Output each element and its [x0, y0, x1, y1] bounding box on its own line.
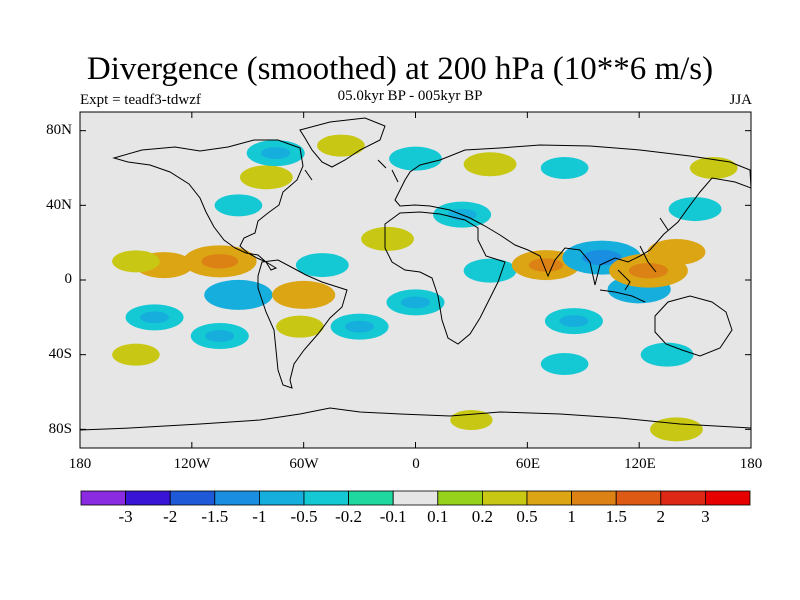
chart-title: Divergence (smoothed) at 200 hPa (10**6 … [86, 51, 714, 87]
coast-south-america [257, 259, 348, 389]
coast-greenland [299, 117, 386, 168]
lon-label-60w: 60W [289, 456, 319, 472]
divergence-patch-31 [540, 157, 589, 179]
colorbar-swatch-4 [214, 490, 260, 506]
divergence-field [112, 134, 738, 442]
period-label: 05.0kyr BP - 005kyr BP [337, 88, 483, 104]
divergence-patch-15 [463, 258, 517, 283]
lat-label-equator: 0 [64, 271, 73, 287]
colorbar-swatch-7 [348, 490, 394, 506]
coast-eurasia [394, 144, 751, 286]
divergence-patch-24 [640, 342, 694, 367]
colorbar-label: 3 [701, 507, 710, 526]
divergence-core-17 [559, 315, 589, 327]
colorbar-label: -0.1 [379, 507, 407, 526]
experiment-label: Expt = teadf3-tdwzf [80, 92, 201, 108]
colorbar-label: -1.5 [201, 507, 229, 526]
lon-label-120e: 120E [624, 456, 656, 472]
colorbar-swatch-10 [481, 490, 528, 506]
divergence-patch-10 [295, 253, 349, 278]
coast-africa [384, 211, 506, 345]
colorbar-label: 1 [567, 507, 576, 526]
colorbar-label: 0.1 [427, 507, 449, 526]
colorbar-label: 0.2 [471, 507, 494, 526]
divergence-core-8 [287, 288, 320, 302]
divergence-patch-25 [214, 194, 263, 217]
divergence-patch-7 [112, 343, 160, 366]
divergence-patch-28 [317, 134, 365, 157]
lat-label-40n: 40N [46, 197, 72, 213]
colorbar-swatch-13 [615, 490, 662, 506]
divergence-patch-23 [668, 197, 722, 222]
coast-islands [304, 159, 669, 303]
season-label: JJA [729, 92, 752, 108]
coast-antarctica [80, 407, 751, 431]
colorbar-swatch-1 [80, 490, 126, 506]
divergence-patch-26 [239, 165, 293, 190]
lat-label-40s: 40S [48, 346, 72, 362]
colorbar-label: 0.5 [516, 507, 538, 526]
colorbar-swatch-12 [571, 490, 617, 506]
divergence-core-19 [582, 249, 622, 266]
divergence-core-27 [261, 147, 291, 159]
lon-label-120w: 120W [173, 456, 211, 472]
colorbar-swatch-8 [392, 490, 439, 506]
divergence-patch-33 [650, 417, 703, 442]
divergence-patch-9 [276, 315, 324, 338]
coast-australia [654, 295, 733, 357]
colorbar-swatch-2 [125, 490, 171, 506]
divergence-patch-30 [463, 152, 517, 177]
divergence-core-4 [221, 288, 256, 302]
divergence-patch-18 [540, 353, 589, 375]
colorbar [80, 490, 751, 506]
lat-label-80s: 80S [48, 421, 72, 437]
lon-label-180e: 180 [739, 456, 763, 472]
divergence-core-21 [628, 263, 669, 279]
divergence-patch-3 [112, 250, 160, 273]
colorbar-label: 1.5 [605, 507, 627, 526]
coastlines [80, 117, 751, 431]
colorbar-swatch-5 [258, 490, 305, 506]
colorbar-label: -1 [252, 507, 267, 526]
lon-label-60e: 60E [515, 456, 541, 472]
divergence-patch-29 [389, 146, 442, 171]
colorbar-label: -0.5 [290, 507, 318, 526]
divergence-patch-32 [689, 157, 738, 179]
colorbar-swatch-3 [169, 490, 216, 506]
colorbar-swatch-6 [303, 490, 349, 506]
divergence-patch-12 [361, 226, 414, 251]
lat-label-80n: 80N [46, 122, 72, 138]
divergence-core-13 [401, 296, 430, 309]
divergence-core-11 [345, 320, 375, 333]
colorbar-label: -3 [118, 507, 133, 526]
colorbar-swatch-9 [437, 490, 483, 506]
divergence-core-22 [661, 246, 691, 258]
lon-label-0: 0 [412, 456, 420, 472]
colorbar-swatch-14 [660, 490, 706, 506]
colorbar-label: -2 [163, 507, 178, 526]
colorbar-label: -0.2 [335, 507, 363, 526]
divergence-core-1 [201, 254, 239, 269]
colorbar-swatch-11 [526, 490, 572, 506]
lon-label-180w: 180 [68, 456, 92, 472]
colorbar-label: 2 [656, 507, 666, 526]
divergence-core-6 [205, 330, 235, 342]
colorbar-swatch-15 [705, 490, 751, 506]
divergence-core-5 [140, 311, 170, 324]
coast-north-america [112, 139, 304, 271]
